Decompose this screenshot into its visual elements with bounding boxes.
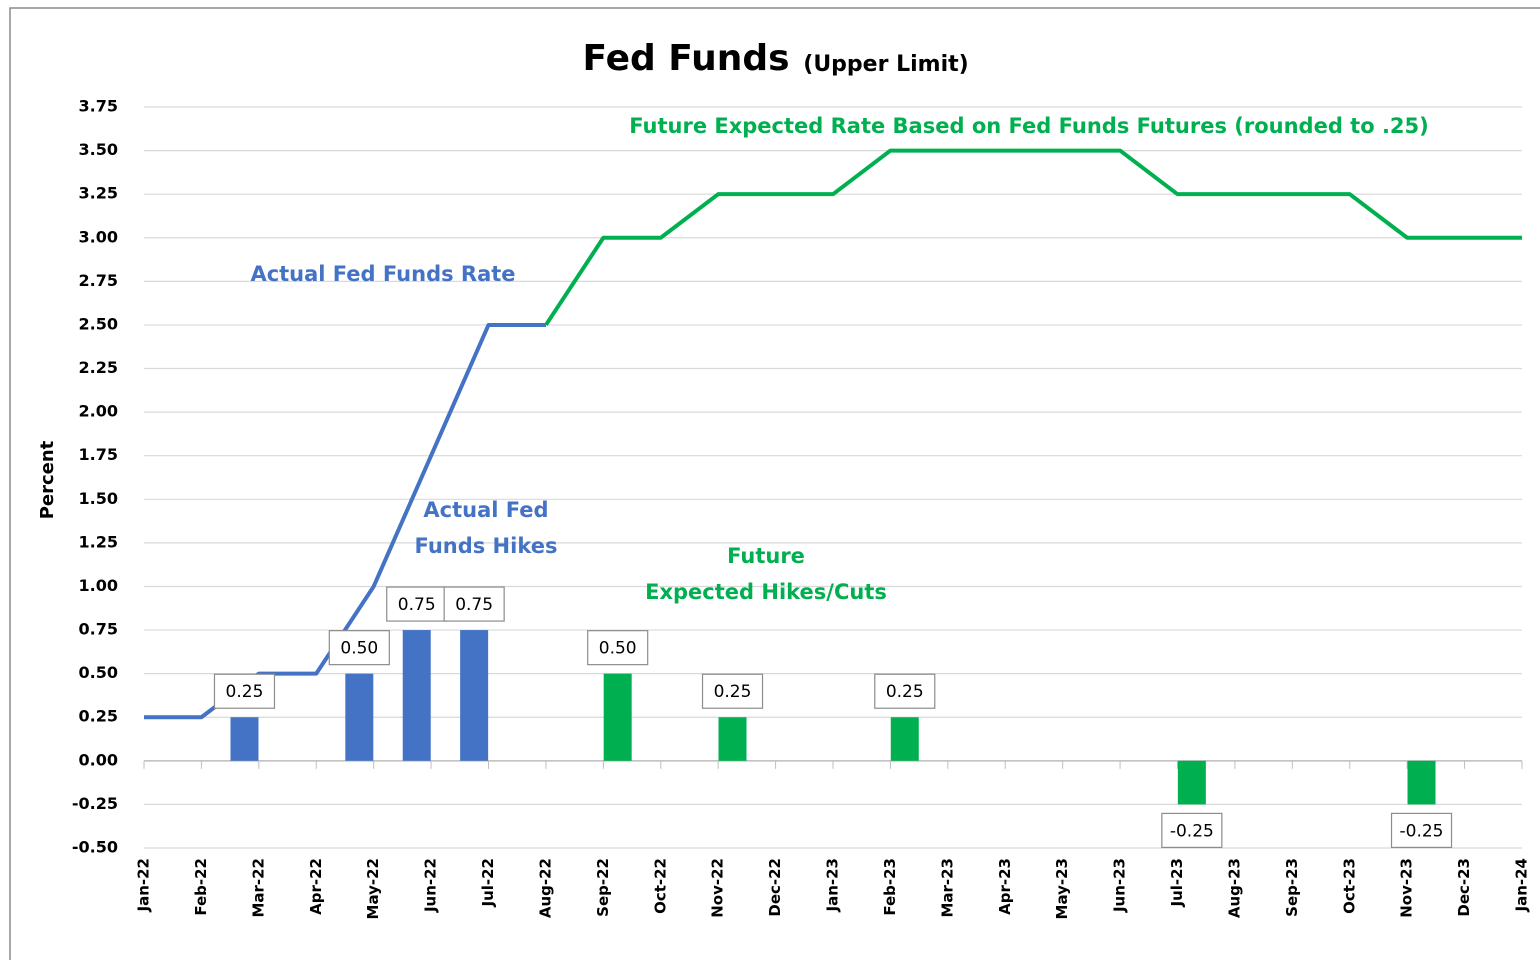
bar: [345, 673, 374, 761]
annotation: Expected Hikes/Cuts: [645, 580, 887, 604]
x-tick-label: Dec-23: [1455, 858, 1473, 917]
y-tick-label: 0.50: [79, 663, 118, 682]
chart-border: [9, 7, 1540, 960]
y-tick-label: 0.25: [79, 707, 118, 726]
value-label-box: [386, 586, 448, 622]
value-label-box: [213, 673, 276, 709]
x-tick-label: Jan-24: [1513, 858, 1531, 912]
y-tick-label: 3.00: [79, 227, 118, 246]
value-label: 0.50: [599, 639, 637, 659]
y-tick-label: -0.50: [72, 838, 118, 857]
bar: [718, 717, 747, 761]
y-tick-label: 1.00: [79, 576, 118, 595]
x-tick-label: May-23: [1053, 858, 1071, 919]
x-tick-label: Nov-22: [709, 858, 727, 918]
x-tick-label: Feb-23: [881, 858, 899, 916]
value-label-box: [701, 673, 764, 709]
chart-subtitle: (Upper Limit): [803, 52, 968, 77]
y-tick-label: 2.75: [79, 271, 118, 290]
x-tick-label: Dec-22: [766, 858, 784, 917]
chart-title: Fed Funds: [582, 38, 789, 79]
value-label-box: [1161, 812, 1223, 849]
rate-line: [544, 148, 1522, 327]
value-label: 0.25: [886, 682, 924, 702]
x-tick-label: Jul-22: [479, 858, 497, 908]
bar: [402, 630, 431, 761]
bar: [603, 673, 632, 761]
y-tick-label: 2.50: [79, 314, 118, 333]
x-tick-label: Jan-22: [135, 858, 153, 912]
value-label: 0.50: [340, 639, 378, 659]
y-tick-label: 3.50: [79, 140, 118, 159]
x-tick-label: Oct-23: [1340, 858, 1358, 914]
bar: [1407, 760, 1436, 805]
x-tick-label: Aug-23: [1225, 858, 1243, 918]
bar: [1177, 760, 1206, 805]
x-tick-label: Mar-23: [938, 858, 956, 918]
x-tick-label: Sep-22: [594, 858, 612, 917]
y-tick-label: 0.75: [79, 620, 118, 639]
x-tick-label: Jun-22: [422, 858, 440, 913]
value-label: 0.25: [714, 682, 752, 702]
x-tick-label: Sep-23: [1283, 858, 1301, 917]
y-tick-label: -0.25: [72, 794, 118, 813]
x-tick-label: Aug-22: [536, 858, 554, 918]
value-label-box: [1390, 812, 1453, 849]
x-tick-label: Apr-22: [307, 858, 325, 915]
x-tick-label: Jun-23: [1111, 858, 1129, 913]
y-axis-label: Percent: [37, 440, 58, 519]
x-tick-label: Jan-23: [824, 858, 842, 912]
value-label-box: [587, 630, 649, 666]
y-tick-label: 0.00: [79, 750, 118, 769]
value-label: -0.25: [1400, 821, 1444, 841]
value-label: 0.75: [455, 595, 493, 615]
y-tick-label: 3.75: [79, 97, 118, 116]
annotation: Funds Hikes: [415, 534, 558, 558]
annotation: Future Expected Rate Based on Fed Funds …: [629, 114, 1429, 138]
y-tick-label: 1.25: [79, 532, 118, 551]
value-label: 0.25: [226, 682, 264, 702]
value-label-box: [443, 586, 505, 622]
x-tick-label: Mar-22: [249, 858, 267, 918]
x-tick-label: Jul-23: [1168, 858, 1186, 908]
annotation: Actual Fed: [423, 498, 548, 522]
y-tick-label: 3.25: [79, 184, 118, 203]
annotation: Actual Fed Funds Rate: [250, 262, 515, 286]
value-label: -0.25: [1170, 821, 1214, 841]
annotation: Future: [727, 544, 805, 568]
y-tick-label: 1.50: [79, 489, 118, 508]
y-tick-label: 2.00: [79, 402, 118, 421]
bar: [230, 717, 259, 761]
bar: [460, 630, 489, 761]
x-tick-label: Nov-23: [1398, 858, 1416, 918]
value-label: 0.75: [398, 595, 436, 615]
x-tick-label: May-22: [364, 858, 382, 919]
value-label-box: [328, 630, 390, 666]
x-tick-label: Oct-22: [651, 858, 669, 914]
x-tick-label: Feb-22: [192, 858, 210, 916]
value-label-box: [874, 673, 936, 709]
y-tick-label: 2.25: [79, 358, 118, 377]
bar: [890, 717, 919, 761]
y-tick-label: 1.75: [79, 445, 118, 464]
x-tick-label: Apr-23: [996, 858, 1014, 915]
